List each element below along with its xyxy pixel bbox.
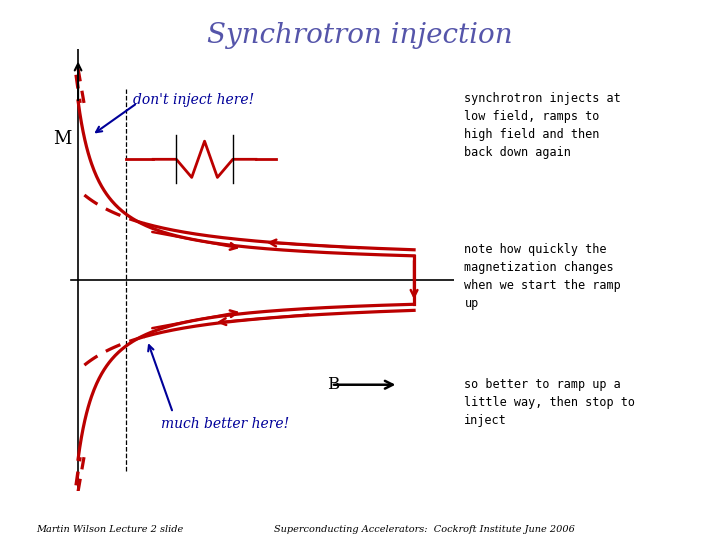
Text: don't inject here!: don't inject here! (133, 93, 255, 107)
Text: Synchrotron injection: Synchrotron injection (207, 22, 513, 49)
Text: note how quickly the
magnetization changes
when we start the ramp
up: note how quickly the magnetization chang… (464, 243, 621, 310)
Text: much better here!: much better here! (161, 417, 289, 431)
Text: synchrotron injects at
low field, ramps to
high field and then
back down again: synchrotron injects at low field, ramps … (464, 92, 621, 159)
Text: Superconducting Accelerators:  Cockroft Institute June 2006: Superconducting Accelerators: Cockroft I… (274, 525, 575, 534)
Text: Martin Wilson Lecture 2 slide: Martin Wilson Lecture 2 slide (36, 525, 184, 534)
Text: B: B (327, 376, 339, 393)
Text: so better to ramp up a
little way, then stop to
inject: so better to ramp up a little way, then … (464, 378, 636, 427)
Text: M: M (53, 130, 71, 148)
